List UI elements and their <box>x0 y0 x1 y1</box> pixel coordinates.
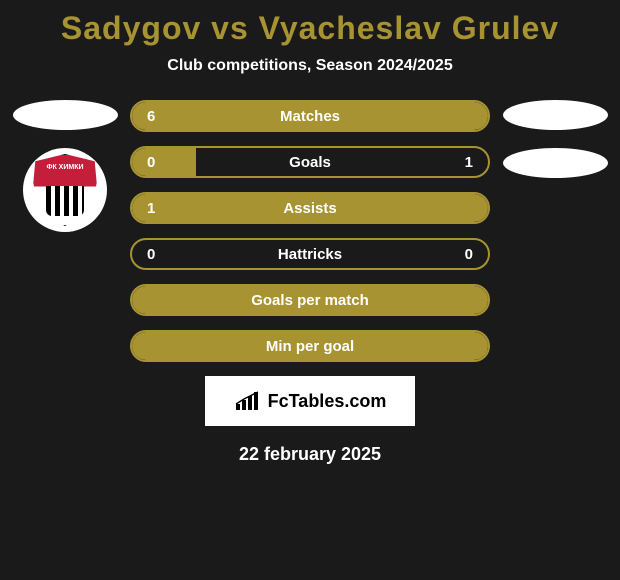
stat-bar: 0 Hattricks 0 <box>130 238 490 270</box>
stat-bar: Goals per match <box>130 284 490 316</box>
stat-bar: 0 Goals 1 <box>130 146 490 178</box>
right-player-name-placeholder <box>503 100 608 130</box>
main-content: ФК ХИМКИ 6 Matches 0 Goals 1 1 Assists 0 Hattric… <box>0 100 620 362</box>
main-container: Sadygov vs Vyacheslav Grulev Club compet… <box>0 0 620 475</box>
stat-bar: 6 Matches <box>130 100 490 132</box>
date-footer: 22 february 2025 <box>0 444 620 465</box>
stat-value-left: 1 <box>147 200 155 217</box>
club-shield: ФК ХИМКИ <box>32 154 98 226</box>
stat-value-right: 1 <box>465 154 473 171</box>
stats-column: 6 Matches 0 Goals 1 1 Assists 0 Hattricks 0 Goals … <box>130 100 490 362</box>
stat-value-left: 0 <box>147 246 155 263</box>
stat-value-right: 0 <box>465 246 473 263</box>
left-player-column: ФК ХИМКИ <box>10 100 120 232</box>
stat-label: Hattricks <box>278 246 342 263</box>
stat-fill-left <box>132 148 196 176</box>
shield-text: ФК ХИМКИ <box>46 164 83 171</box>
stat-label: Goals <box>289 154 331 171</box>
stat-label: Matches <box>280 108 340 125</box>
right-player-column <box>500 100 610 178</box>
left-player-badge: ФК ХИМКИ <box>23 148 107 232</box>
right-player-badge-placeholder <box>503 148 608 178</box>
attribution-text: FcTables.com <box>268 391 387 412</box>
attribution-banner: FcTables.com <box>205 376 415 426</box>
stat-label: Min per goal <box>266 338 354 355</box>
left-player-name-placeholder <box>13 100 118 130</box>
stat-value-left: 6 <box>147 108 155 125</box>
stat-label: Goals per match <box>251 292 369 309</box>
stat-bar: Min per goal <box>130 330 490 362</box>
stat-value-left: 0 <box>147 154 155 171</box>
stat-label: Assists <box>283 200 336 217</box>
stat-bar: 1 Assists <box>130 192 490 224</box>
subtitle: Club competitions, Season 2024/2025 <box>0 57 620 75</box>
page-title: Sadygov vs Vyacheslav Grulev <box>0 10 620 47</box>
chart-icon <box>234 390 262 412</box>
shield-stripes <box>46 186 84 216</box>
